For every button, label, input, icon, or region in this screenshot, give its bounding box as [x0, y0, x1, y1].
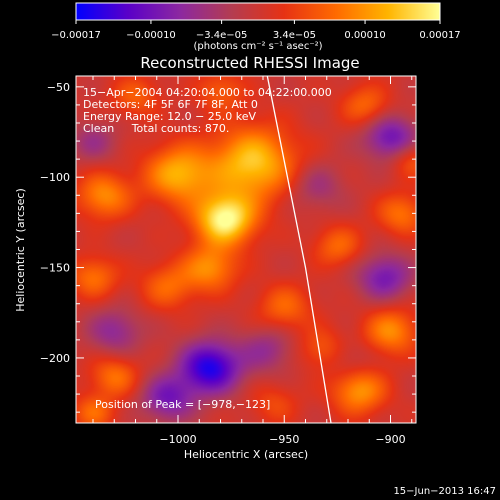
colorbar-tick-label: −3.4e−05 — [196, 30, 248, 41]
x-axis-label: Heliocentric X (arcsec) — [184, 448, 308, 461]
colorbar-ticks: −0.00017 −0.00010 −3.4e−05 3.4e−05 0.00010 0.… — [51, 20, 461, 41]
y-tick-label: −150 — [40, 262, 70, 275]
observation-info: 15−Apr−2004 04:20:04.000 to 04:22:00.000… — [83, 86, 332, 411]
peak-position-label: Position of Peak = [−978,−123] — [95, 398, 270, 411]
annotation-energy-range: Energy Range: 12.0 − 25.0 keV — [83, 110, 257, 123]
chart-title: Reconstructed RHESSI Image — [140, 54, 359, 72]
colorbar-tick-label: 3.4e−05 — [273, 30, 316, 41]
colorbar-tick-label: 0.00017 — [419, 30, 460, 41]
annotation-detectors: Detectors: 4F 5F 6F 7F 8F, Att 0 — [83, 98, 258, 111]
colorbar-tick-label: 0.00010 — [344, 30, 385, 41]
y-tick-label: −200 — [40, 352, 70, 365]
colorbar-tick-label: −0.00010 — [126, 30, 176, 41]
y-tick-labels: −50 −100 −150 −200 — [40, 81, 70, 365]
colorbar-gradient — [75, 2, 441, 21]
colorbar-unit-label: (photons cm⁻² s⁻¹ asec⁻²) — [193, 41, 322, 52]
x-tick-label: −1000 — [159, 433, 196, 446]
x-tick-label: −950 — [269, 433, 299, 446]
colorbar: −0.00017 −0.00010 −3.4e−05 3.4e−05 0.00010 0.… — [51, 2, 461, 52]
plot-area — [75, 75, 417, 424]
y-tick-label: −50 — [47, 81, 70, 94]
annotation-time-range: 15−Apr−2004 04:20:04.000 to 04:22:00.000 — [83, 86, 332, 99]
colorbar-tick-label: −0.00017 — [51, 30, 101, 41]
x-tick-label: −900 — [375, 433, 405, 446]
x-tick-labels: −1000 −950 −900 — [159, 433, 405, 446]
solar-limb-line — [266, 75, 332, 424]
axis-ticks — [76, 76, 416, 423]
date-stamp: 15−Jun−2013 16:47 — [393, 486, 496, 497]
y-tick-label: −100 — [40, 171, 70, 184]
heatmap-image — [76, 76, 416, 423]
annotation-clean-counts: Clean Total counts: 870. — [83, 122, 229, 135]
y-axis-label: Heliocentric Y (arcsec) — [14, 188, 27, 312]
